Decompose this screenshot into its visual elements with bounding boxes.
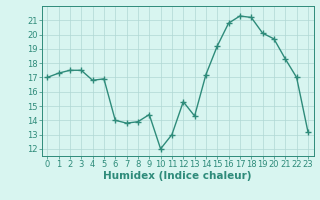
X-axis label: Humidex (Indice chaleur): Humidex (Indice chaleur) [103,171,252,181]
